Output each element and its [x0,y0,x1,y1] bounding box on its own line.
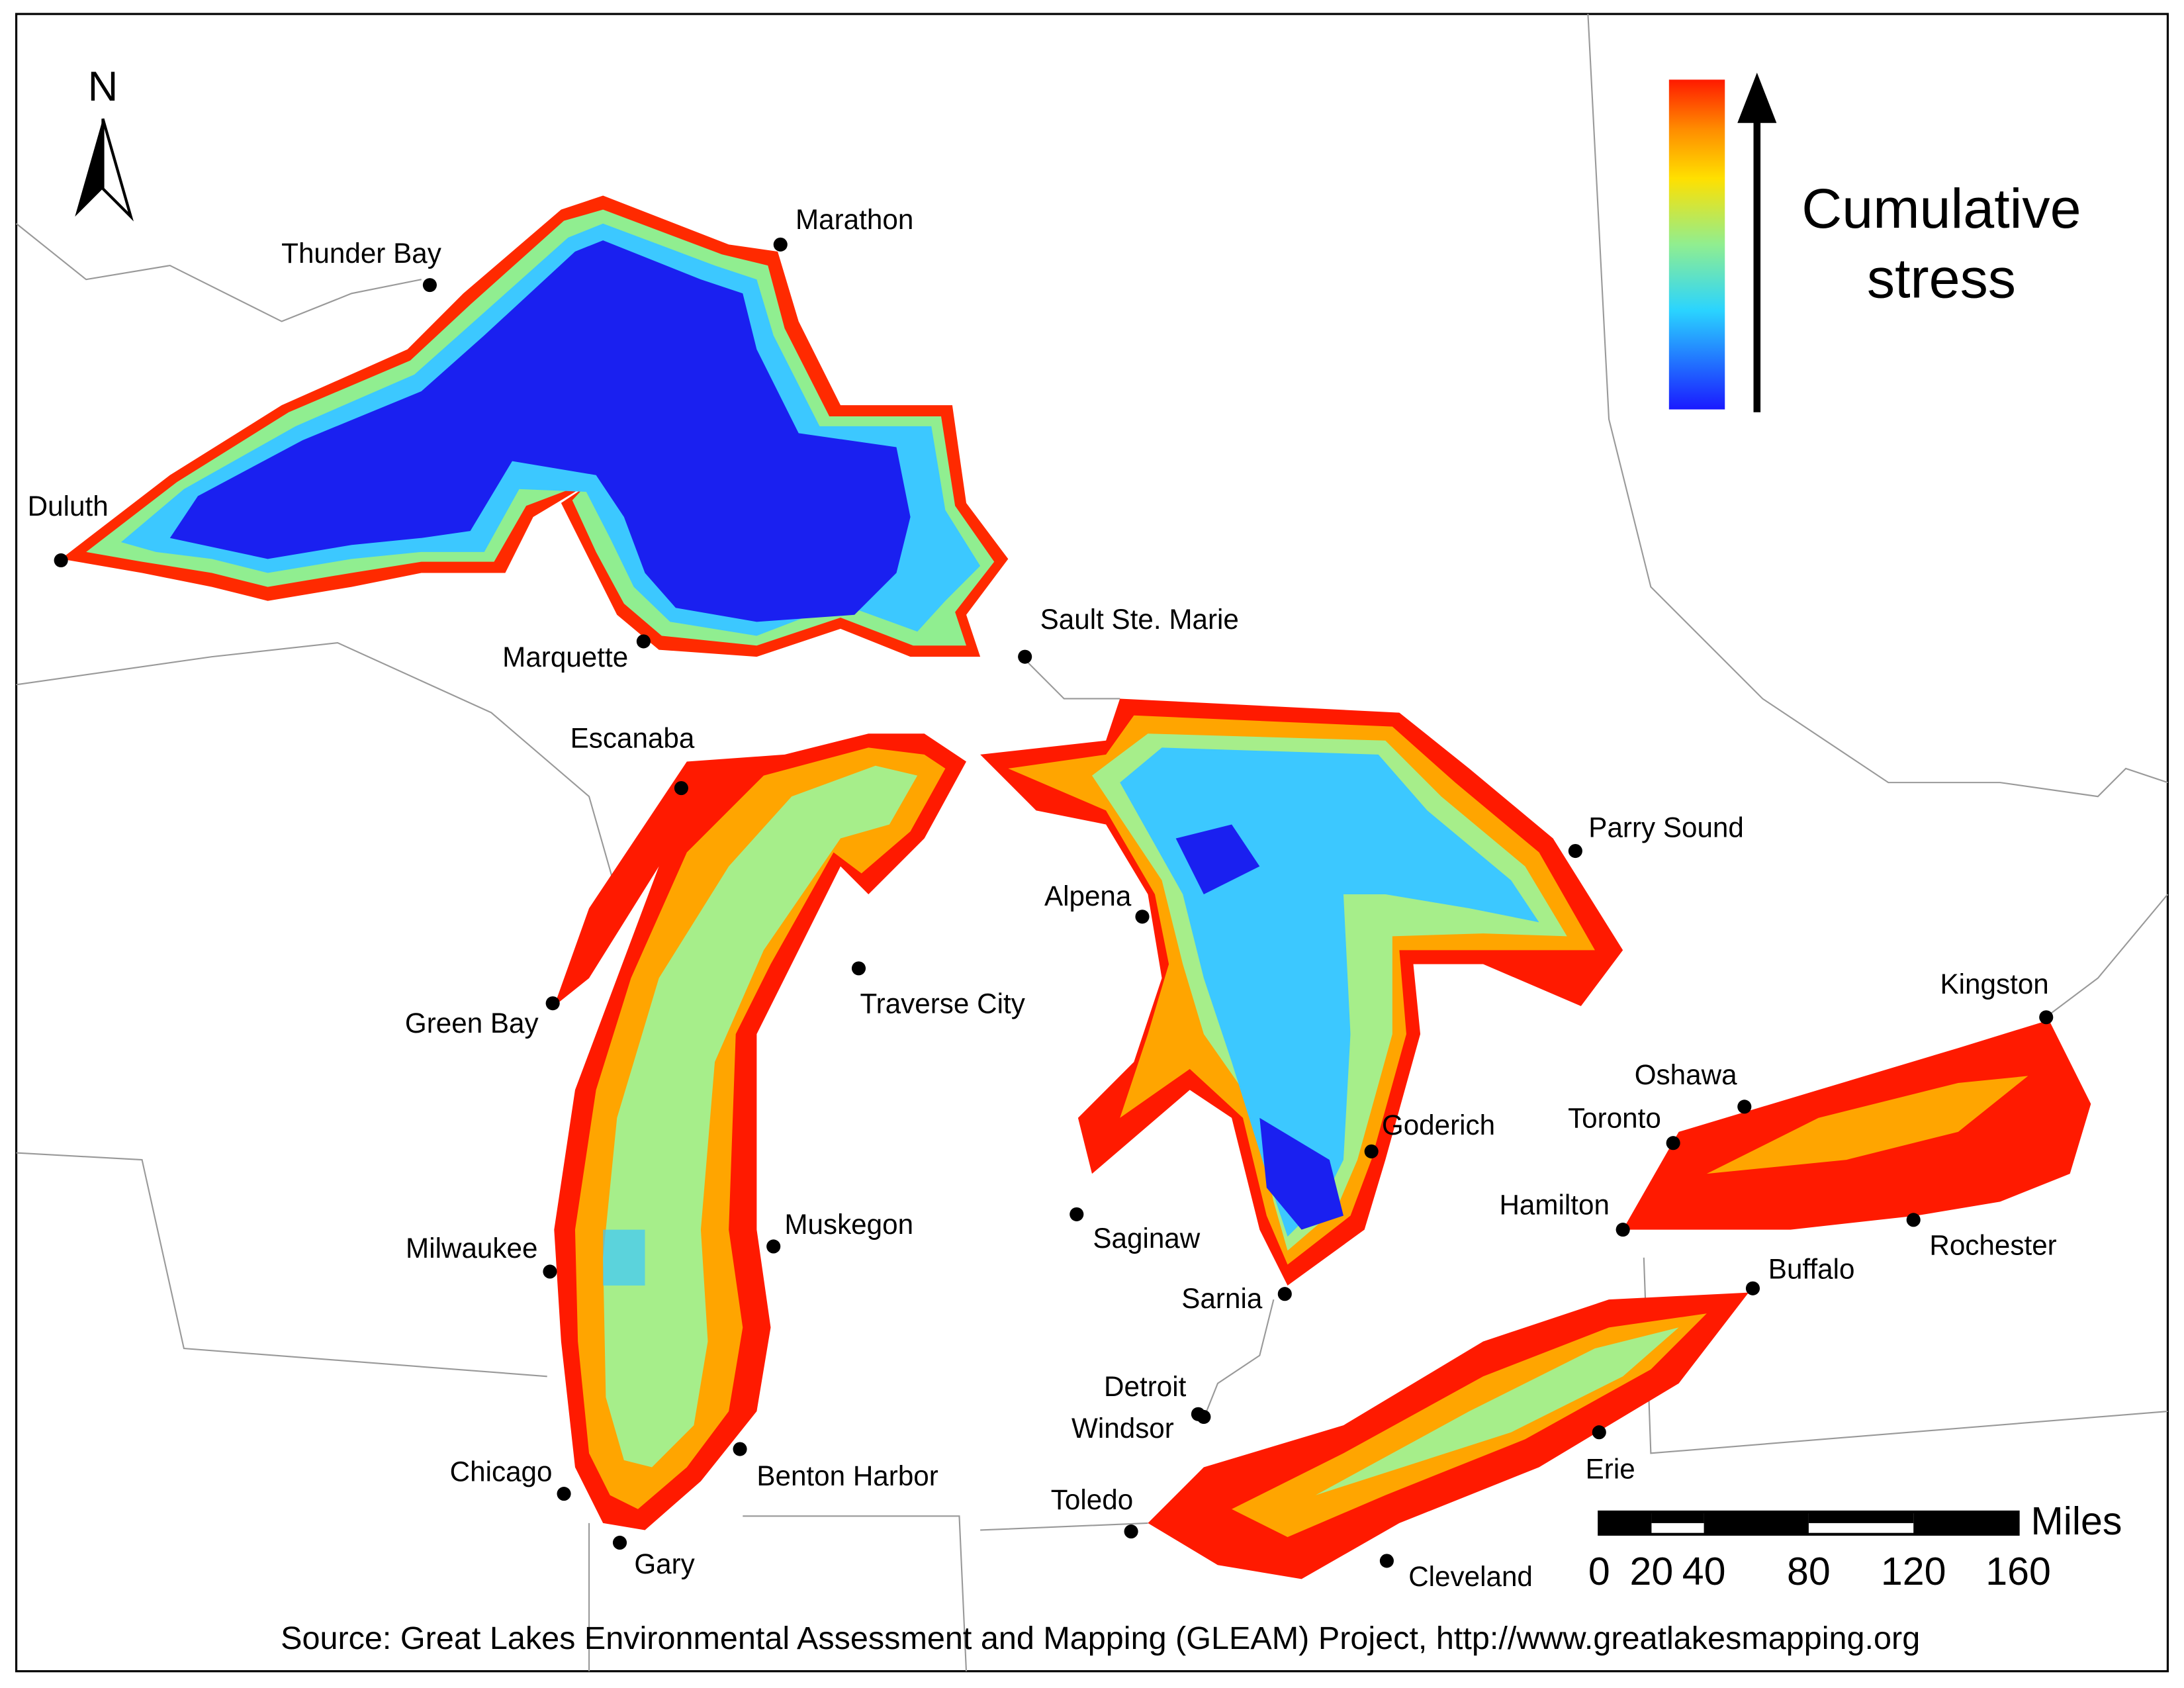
city-dot [1197,1409,1211,1425]
city-dot [1124,1524,1138,1539]
city-label: Windsor [1071,1413,1174,1444]
borders [15,14,2169,1671]
scale-tick-label: 40 [1682,1549,1726,1593]
city-dot [612,1535,627,1550]
city-label: Green Bay [405,1008,539,1039]
scale-unit: Miles [2031,1499,2122,1543]
city-dot [557,1487,571,1501]
scale-bar: 0 20 40 80 120 160 Miles [1588,1499,2122,1593]
frame [15,13,2169,1673]
city-label: Alpena [1044,880,1132,912]
lake-huron [980,698,1623,1286]
city-dot [1135,910,1150,924]
legend-title: Cumulative [1801,177,2081,240]
city-label: Toledo [1051,1484,1133,1515]
city-label: Oshawa [1635,1059,1737,1090]
city-dot [733,1442,747,1456]
city-dot [674,781,688,796]
lake-michigan [554,733,967,1530]
city-label: Marquette [502,641,628,673]
lake-erie [1148,1292,1749,1579]
city-dot [1568,844,1582,859]
city-dot [2039,1010,2054,1025]
city-label: Erie [1586,1453,1635,1484]
city-dot [543,1264,557,1279]
city-label: Parry Sound [1588,812,1744,843]
scale-tick-label: 20 [1630,1549,1674,1593]
city-label: Gary [634,1548,695,1579]
city-label: Muskegon [784,1209,913,1240]
city-dot [636,634,651,649]
city-label: Saginaw [1093,1223,1200,1254]
city-dot [1379,1554,1394,1568]
city-label: Kingston [1940,968,2049,1000]
city-label: Detroit [1104,1371,1187,1402]
source: Source: Great Lakes Environmental Assess… [281,1620,1920,1656]
city-label: Duluth [28,491,109,522]
scale-segment [1704,1512,1809,1534]
scale-segment [1913,1512,2019,1534]
city-dot [1018,649,1032,664]
city-label: Traverse City [860,988,1025,1019]
legend-title: stress [1867,248,2016,310]
city-label: Escanaba [570,722,695,753]
north-arrow: N [75,64,134,222]
city-label: Buffalo [1768,1253,1855,1284]
lake-superior [61,195,1009,657]
city-label: Thunder Bay [281,238,442,269]
city-dot [1906,1213,1921,1227]
city-dot [545,996,560,1011]
city-label: Milwaukee [406,1233,537,1264]
city-label: Chicago [450,1456,553,1487]
scale-tick-label: 160 [1985,1549,2051,1593]
city-dot [1615,1223,1630,1237]
scale-tick-label: 0 [1588,1549,1610,1593]
city-label: Hamilton [1499,1189,1610,1220]
city-dot [54,553,68,568]
scale-tick-label: 80 [1787,1549,1831,1593]
city-dot [1364,1144,1379,1158]
city-dot [851,961,866,976]
city-dot [1666,1136,1680,1150]
city-label: Marathon [796,204,913,235]
city-dot [422,278,437,293]
scale-tick-label: 120 [1881,1549,1946,1593]
city-label: Benton Harbor [756,1460,938,1491]
city-label: Sault Ste. Marie [1040,604,1239,635]
city-label: Cleveland [1408,1561,1533,1592]
city-dot [1069,1207,1084,1221]
city-dot [766,1239,781,1254]
city-label: Sarnia [1181,1283,1263,1314]
lake-ontario [1623,1019,2091,1230]
cities: Thunder Bay Marathon Duluth Marquette Sault … [28,204,2057,1592]
scale-segment [1808,1512,1914,1523]
legend-gradient [1668,79,1725,410]
city-dot [773,237,788,252]
city-dot [1737,1100,1752,1114]
city-dot [1592,1425,1606,1440]
legend-arrowhead [1737,72,1777,123]
city-dot [1745,1281,1760,1295]
scale-segment [1651,1512,1704,1523]
city-label: Rochester [1929,1230,2056,1261]
city-label: Toronto [1568,1103,1661,1134]
city-label: Goderich [1382,1109,1495,1141]
north-label: N [88,64,118,110]
city-dot [1277,1287,1292,1301]
scale-segment [1599,1512,1652,1534]
